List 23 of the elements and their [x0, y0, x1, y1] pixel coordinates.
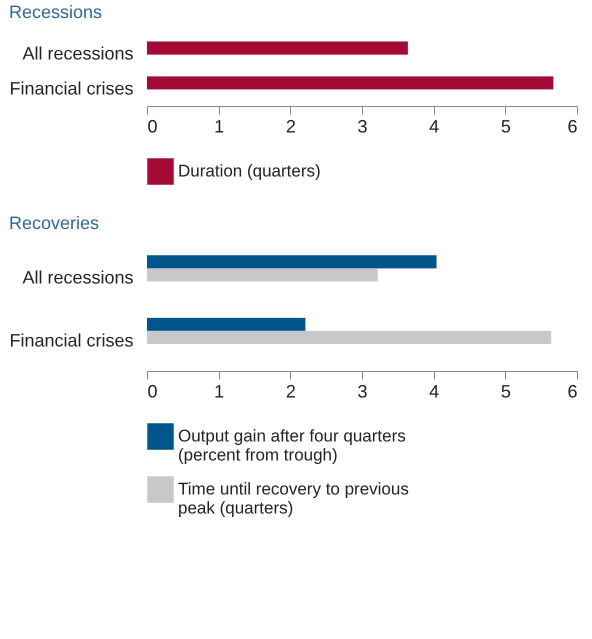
- x-tick-label: 6: [567, 116, 578, 136]
- x-tick-label: 1: [214, 116, 224, 136]
- x-tick-label: 2: [286, 382, 296, 402]
- x-tick-label: 0: [148, 382, 158, 402]
- x-tick-label: 4: [429, 116, 440, 136]
- y-tick-label: Financial crises: [9, 78, 134, 98]
- chart-title: Recoveries: [8, 213, 100, 233]
- legend-label: Output gain after four quarters (percent from trough): [178, 426, 406, 464]
- y-tick-label: All recessions: [22, 268, 134, 288]
- legend-label: Time until recovery to previous peak (quarters): [178, 480, 409, 518]
- x-tick-label: 3: [357, 116, 368, 136]
- chart-title: Recessions: [8, 2, 102, 22]
- x-tick-label: 4: [429, 382, 440, 402]
- y-tick-label: Financial crises: [9, 330, 134, 350]
- x-tick-label: 5: [500, 116, 511, 136]
- x-tick-label: 1: [214, 382, 224, 402]
- x-tick-label: 5: [500, 382, 511, 402]
- legend-label: Duration (quarters): [178, 162, 321, 180]
- x-tick-label: 3: [357, 382, 368, 402]
- x-tick-label: 6: [567, 382, 578, 402]
- x-tick-label: 0: [148, 116, 158, 136]
- y-tick-label: All recessions: [22, 44, 134, 64]
- x-tick-label: 2: [286, 116, 296, 136]
